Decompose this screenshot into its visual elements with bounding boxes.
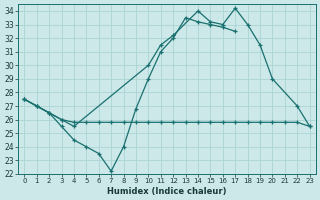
- X-axis label: Humidex (Indice chaleur): Humidex (Indice chaleur): [107, 187, 227, 196]
